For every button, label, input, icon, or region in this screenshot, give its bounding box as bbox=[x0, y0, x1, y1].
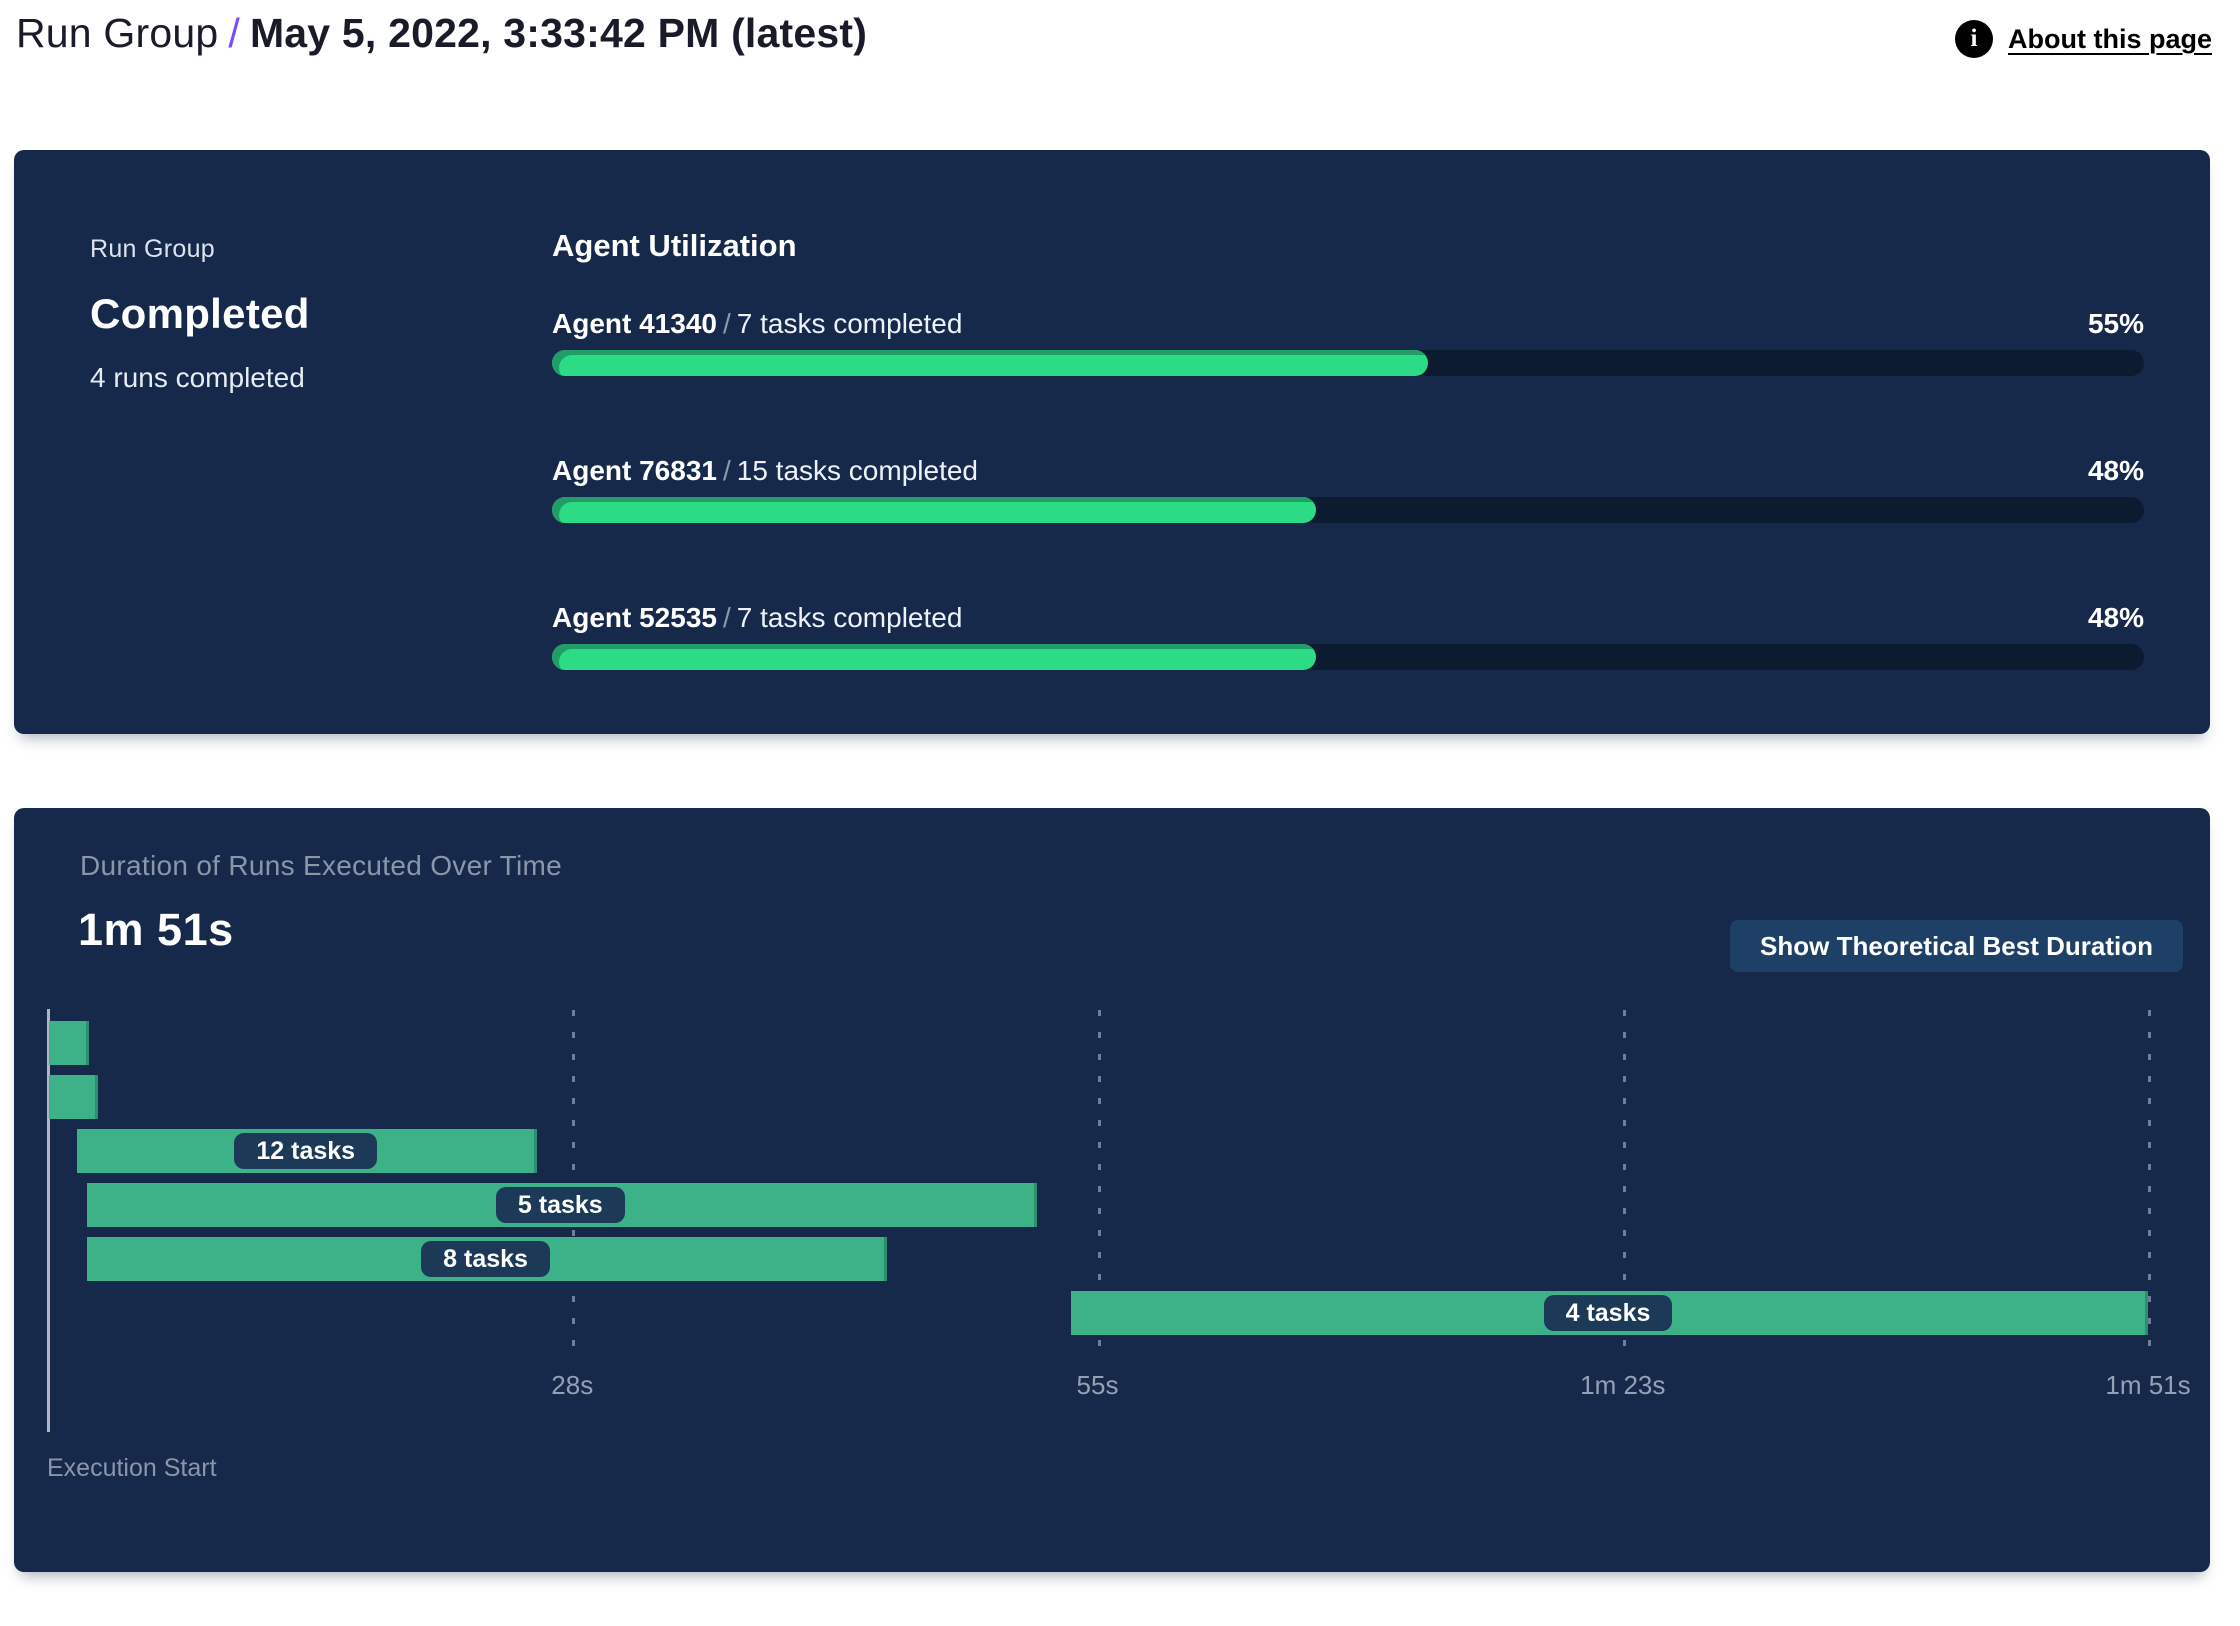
utilization-track bbox=[552, 350, 2144, 376]
axis-tick-label: 1m 51s bbox=[2105, 1370, 2191, 1400]
agent-tasks-completed: 7 tasks completed bbox=[736, 602, 963, 633]
agent-id: Agent 76831 bbox=[552, 455, 717, 486]
utilization-track bbox=[552, 497, 2144, 523]
utilization-track bbox=[552, 644, 2144, 670]
gridline bbox=[1097, 1010, 1101, 1360]
run-bar[interactable]: 12 tasks bbox=[77, 1129, 538, 1173]
page-title: Run Group / May 5, 2022, 3:33:42 PM (lates… bbox=[16, 10, 867, 57]
breadcrumb-separator: / bbox=[228, 10, 240, 56]
utilization-fill bbox=[552, 644, 1317, 670]
breadcrumb-root: Run Group bbox=[16, 10, 219, 56]
total-duration-value: 1m 51s bbox=[78, 904, 234, 955]
agent-label: Agent 76831/15 tasks completed bbox=[552, 455, 978, 487]
run-group-timestamp: May 5, 2022, 3:33:42 PM (latest) bbox=[249, 10, 868, 56]
gridline bbox=[2148, 1010, 2151, 1360]
run-bar[interactable]: 8 tasks bbox=[86, 1237, 888, 1281]
agent-utilization-heading: Agent Utilization bbox=[552, 228, 797, 263]
agent-utilization-row: Agent 76831/15 tasks completed 48% bbox=[552, 455, 2144, 523]
gridline bbox=[1622, 1010, 1626, 1360]
run-group-status-panel: Run Group Completed 4 runs completed bbox=[14, 150, 552, 734]
utilization-fill bbox=[552, 350, 1428, 376]
run-tasks-badge: 5 tasks bbox=[495, 1187, 625, 1223]
agent-utilization-row: Agent 41340/7 tasks completed 55% bbox=[552, 308, 2144, 376]
agent-id: Agent 52535 bbox=[552, 602, 717, 633]
run-group-summary-card: Run Group Completed 4 runs completed Age… bbox=[14, 150, 2210, 734]
run-bar[interactable]: 4 tasks bbox=[1071, 1291, 2148, 1335]
agent-label: Agent 41340/7 tasks completed bbox=[552, 308, 962, 340]
agent-label: Agent 52535/7 tasks completed bbox=[552, 602, 962, 634]
execution-start-label: Execution Start bbox=[47, 1454, 217, 1482]
agent-utilization-row: Agent 52535/7 tasks completed 48% bbox=[552, 602, 2144, 670]
summary-kicker: Run Group bbox=[90, 235, 215, 263]
execution-start-axis-line bbox=[47, 1009, 50, 1432]
utilization-percent: 48% bbox=[2087, 602, 2144, 633]
show-theoretical-best-duration-button[interactable]: Show Theoretical Best Duration bbox=[1730, 920, 2183, 972]
agent-utilization-panel: Agent Utilization Agent 41340/7 tasks co… bbox=[552, 228, 2144, 734]
duration-chart-title: Duration of Runs Executed Over Time bbox=[80, 850, 563, 881]
gantt-chart: Execution Start 28s 55s 1m 23s 1m 51s 12 tas… bbox=[14, 1008, 2210, 1528]
utilization-percent: 55% bbox=[2087, 308, 2144, 339]
axis-tick-label: 1m 23s bbox=[1580, 1370, 1666, 1400]
agent-label-separator: / bbox=[722, 455, 731, 486]
agent-tasks-completed: 15 tasks completed bbox=[736, 455, 978, 486]
about-this-page[interactable]: i About this page bbox=[1955, 20, 2212, 58]
agent-label-separator: / bbox=[722, 602, 731, 633]
status-value: Completed bbox=[90, 290, 310, 337]
axis-tick-label: 55s bbox=[1076, 1370, 1119, 1400]
duration-chart-card: Duration of Runs Executed Over Time 1m 5… bbox=[14, 808, 2210, 1572]
info-icon: i bbox=[1955, 20, 1993, 58]
page-header: Run Group / May 5, 2022, 3:33:42 PM (lates… bbox=[16, 8, 2224, 78]
agent-tasks-completed: 7 tasks completed bbox=[736, 308, 963, 339]
run-tasks-badge: 4 tasks bbox=[1543, 1295, 1673, 1331]
run-bar[interactable] bbox=[48, 1075, 99, 1119]
run-tasks-badge: 8 tasks bbox=[421, 1241, 550, 1277]
agent-id: Agent 41340 bbox=[552, 308, 717, 339]
agent-label-separator: / bbox=[722, 308, 731, 339]
utilization-percent: 48% bbox=[2087, 455, 2144, 486]
about-link[interactable]: About this page bbox=[2008, 23, 2212, 54]
run-bar[interactable]: 5 tasks bbox=[86, 1183, 1037, 1227]
runs-completed-count: 4 runs completed bbox=[90, 362, 305, 393]
utilization-fill bbox=[552, 497, 1317, 523]
run-tasks-badge: 12 tasks bbox=[234, 1133, 378, 1169]
axis-tick-label: 28s bbox=[551, 1370, 594, 1400]
run-bar[interactable] bbox=[48, 1021, 89, 1065]
